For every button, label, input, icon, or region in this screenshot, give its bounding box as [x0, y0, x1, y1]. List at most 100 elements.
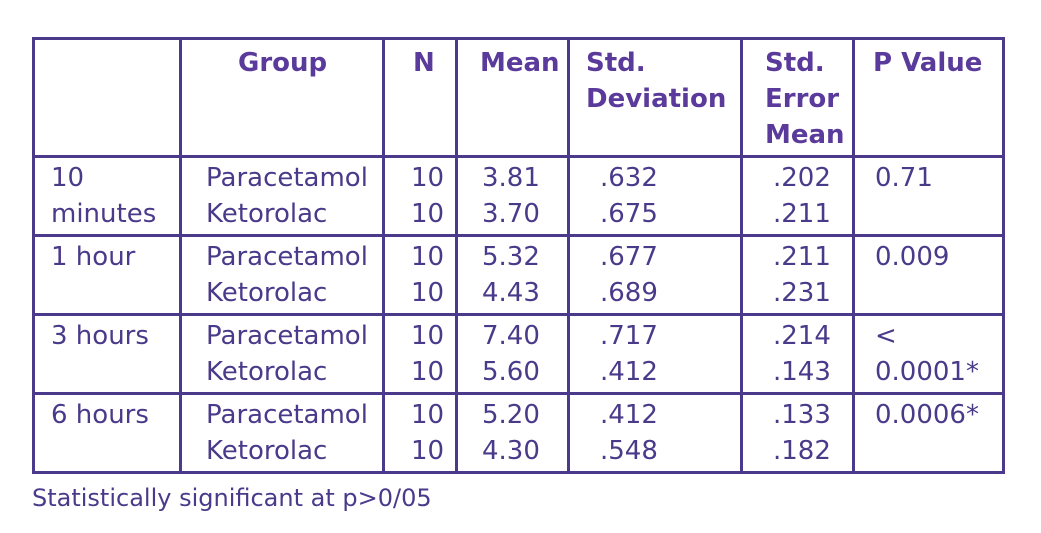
- header-n-label: N: [413, 48, 435, 78]
- p-value-cell: < 0.0001*: [852, 313, 1005, 395]
- mean-value: 5.32: [482, 242, 540, 272]
- sem-value: .143: [773, 357, 831, 387]
- header-sem-line2: Error: [765, 84, 840, 114]
- time-cell: 3 hours: [32, 313, 182, 395]
- header-sem-line1: Std.: [765, 48, 825, 78]
- std-value: .412: [600, 400, 658, 430]
- header-mean: Mean: [455, 37, 570, 158]
- header-sem-line3: Mean: [765, 120, 845, 150]
- sem-value: .182: [773, 436, 831, 466]
- mean-cell: 5.32 4.43: [455, 234, 570, 316]
- sem-value: .214: [773, 321, 831, 351]
- group-name: Paracetamol: [206, 321, 368, 351]
- group-cell: Paracetamol Ketorolac: [179, 392, 385, 474]
- n-cell: 10 10: [382, 234, 458, 316]
- p-value-line1: 0.009: [875, 242, 950, 272]
- std-value: .675: [600, 199, 658, 229]
- mean-cell: 7.40 5.60: [455, 313, 570, 395]
- n-cell: 10 10: [382, 313, 458, 395]
- mean-value: 4.43: [482, 278, 540, 308]
- mean-value: 3.81: [482, 163, 540, 193]
- time-label-line1: 3 hours: [51, 321, 149, 351]
- header-group: Group: [179, 37, 385, 158]
- results-table-container: Group N Mean Std. Deviation Std. Error M…: [32, 37, 1005, 474]
- time-label-line2: [51, 354, 178, 390]
- n-value: 10: [411, 400, 445, 430]
- n-cell: 10 10: [382, 155, 458, 237]
- header-mean-label: Mean: [480, 48, 560, 78]
- table-row: 3 hours Paracetamol Ketorolac 10 10 7.40…: [32, 313, 1005, 395]
- header-p-label: P Value: [873, 48, 983, 78]
- header-std-line2: Deviation: [586, 84, 727, 114]
- header-time: [32, 37, 182, 158]
- mean-value: 3.70: [482, 199, 540, 229]
- mean-cell: 5.20 4.30: [455, 392, 570, 474]
- mean-value: 4.30: [482, 436, 540, 466]
- mean-cell: 3.81 3.70: [455, 155, 570, 237]
- mean-value: 7.40: [482, 321, 540, 351]
- time-cell: 1 hour: [32, 234, 182, 316]
- std-value: .412: [600, 357, 658, 387]
- p-value-line2: [875, 433, 1001, 469]
- sem-value: .231: [773, 278, 831, 308]
- p-value-line2: [875, 196, 1001, 232]
- header-std-deviation: Std. Deviation: [567, 37, 743, 158]
- std-cell: .632 .675: [567, 155, 743, 237]
- sem-value: .133: [773, 400, 831, 430]
- n-value: 10: [411, 242, 445, 272]
- time-label-line1: 6 hours: [51, 400, 149, 430]
- n-value: 10: [411, 357, 445, 387]
- header-n: N: [382, 37, 458, 158]
- header-std-line1: Std.: [586, 48, 646, 78]
- group-name: Ketorolac: [206, 199, 328, 229]
- group-name: Ketorolac: [206, 278, 328, 308]
- n-value: 10: [411, 278, 445, 308]
- p-value-line2: 0.0001*: [875, 357, 979, 387]
- p-value-line1: 0.71: [875, 163, 933, 193]
- p-value-cell: 0.0006*: [852, 392, 1005, 474]
- time-label-line1: 1 hour: [51, 242, 136, 272]
- std-cell: .677 .689: [567, 234, 743, 316]
- n-value: 10: [411, 163, 445, 193]
- n-value: 10: [411, 436, 445, 466]
- n-cell: 10 10: [382, 392, 458, 474]
- header-group-label: Group: [238, 48, 328, 78]
- std-value: .717: [600, 321, 658, 351]
- sem-cell: .211 .231: [740, 234, 855, 316]
- time-cell: 10 minutes: [32, 155, 182, 237]
- sem-value: .211: [773, 242, 831, 272]
- time-label-line2: minutes: [51, 199, 157, 229]
- table-row: 10 minutes Paracetamol Ketorolac 10 10 3…: [32, 155, 1005, 237]
- sem-value: .202: [773, 163, 831, 193]
- p-value-line2: [875, 275, 1001, 311]
- results-table: Group N Mean Std. Deviation Std. Error M…: [32, 37, 1005, 474]
- std-cell: .717 .412: [567, 313, 743, 395]
- std-value: .689: [600, 278, 658, 308]
- group-cell: Paracetamol Ketorolac: [179, 234, 385, 316]
- sem-cell: .214 .143: [740, 313, 855, 395]
- group-cell: Paracetamol Ketorolac: [179, 155, 385, 237]
- std-value: .677: [600, 242, 658, 272]
- p-value-cell: 0.71: [852, 155, 1005, 237]
- mean-value: 5.20: [482, 400, 540, 430]
- table-row: 1 hour Paracetamol Ketorolac 10 10 5.32 …: [32, 234, 1005, 316]
- sem-cell: .202 .211: [740, 155, 855, 237]
- p-value-line1: 0.0006*: [875, 400, 979, 430]
- time-label-line2: [51, 275, 178, 311]
- time-label-line1: 10: [51, 163, 85, 193]
- group-name: Paracetamol: [206, 400, 368, 430]
- std-value: .632: [600, 163, 658, 193]
- group-name: Ketorolac: [206, 436, 328, 466]
- p-value-line1: <: [875, 321, 897, 351]
- mean-value: 5.60: [482, 357, 540, 387]
- group-name: Ketorolac: [206, 357, 328, 387]
- time-label-line2: [51, 433, 178, 469]
- std-cell: .412 .548: [567, 392, 743, 474]
- group-cell: Paracetamol Ketorolac: [179, 313, 385, 395]
- table-header-row: Group N Mean Std. Deviation Std. Error M…: [32, 37, 1005, 158]
- sem-cell: .133 .182: [740, 392, 855, 474]
- header-p-value: P Value: [852, 37, 1005, 158]
- std-value: .548: [600, 436, 658, 466]
- n-value: 10: [411, 321, 445, 351]
- header-std-error-mean: Std. Error Mean: [740, 37, 855, 158]
